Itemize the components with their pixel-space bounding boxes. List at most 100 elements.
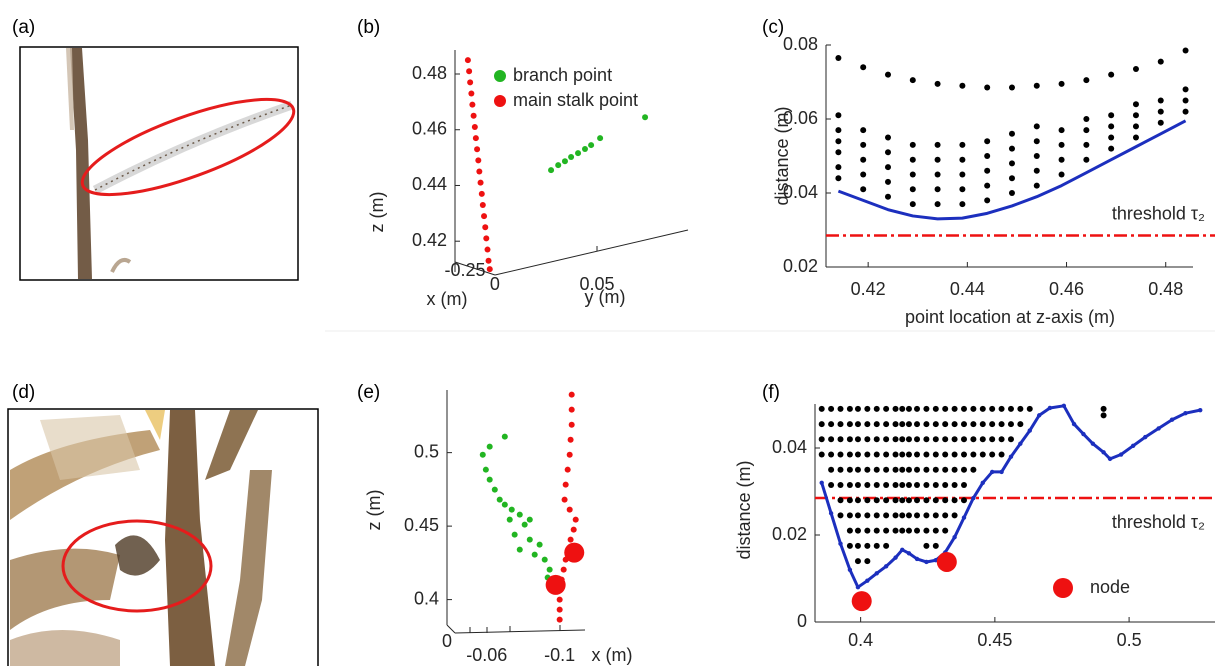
point bbox=[1083, 127, 1090, 134]
point bbox=[914, 405, 921, 412]
point bbox=[942, 451, 949, 458]
point bbox=[854, 421, 861, 428]
point bbox=[892, 421, 899, 428]
point bbox=[597, 135, 604, 142]
point bbox=[1007, 405, 1014, 412]
point bbox=[905, 466, 912, 473]
point bbox=[486, 443, 493, 450]
point bbox=[970, 405, 977, 412]
point bbox=[923, 421, 930, 428]
point bbox=[568, 421, 575, 428]
point bbox=[481, 213, 488, 220]
point bbox=[1007, 421, 1014, 428]
point bbox=[1058, 80, 1065, 87]
legend-marker bbox=[494, 95, 506, 107]
depth-tick-label: -0.25 bbox=[444, 260, 485, 280]
y-axis-label: z (m) bbox=[367, 192, 387, 233]
point bbox=[491, 486, 498, 493]
line-marker bbox=[1027, 428, 1032, 433]
line-marker bbox=[1018, 441, 1023, 446]
point bbox=[942, 481, 949, 488]
line-marker bbox=[838, 541, 843, 546]
point bbox=[909, 186, 916, 193]
point bbox=[556, 596, 563, 603]
y-tick-label: 0.45 bbox=[404, 515, 439, 535]
point bbox=[959, 171, 966, 178]
line-marker bbox=[906, 551, 912, 556]
point bbox=[979, 436, 986, 443]
point bbox=[909, 77, 916, 84]
point bbox=[932, 542, 939, 549]
point bbox=[846, 405, 853, 412]
point bbox=[989, 421, 996, 428]
point bbox=[478, 190, 485, 197]
point bbox=[1132, 112, 1139, 119]
point bbox=[942, 512, 949, 519]
point bbox=[873, 542, 880, 549]
point bbox=[846, 497, 853, 504]
point bbox=[472, 135, 479, 142]
point bbox=[970, 421, 977, 428]
y-tick-label: 0.08 bbox=[783, 34, 818, 54]
line-marker bbox=[883, 564, 889, 569]
point bbox=[951, 466, 958, 473]
point bbox=[835, 112, 842, 119]
point bbox=[548, 167, 555, 174]
point bbox=[1083, 141, 1090, 148]
point bbox=[892, 527, 899, 534]
point bbox=[846, 466, 853, 473]
point bbox=[989, 405, 996, 412]
point bbox=[932, 421, 939, 428]
y-tick-label: 0.02 bbox=[783, 256, 818, 276]
point bbox=[914, 466, 921, 473]
point bbox=[486, 476, 493, 483]
point bbox=[501, 501, 508, 508]
y-tick-label: 0.04 bbox=[783, 182, 818, 202]
point bbox=[846, 481, 853, 488]
point bbox=[864, 421, 871, 428]
point bbox=[905, 527, 912, 534]
point bbox=[959, 201, 966, 208]
point bbox=[1108, 71, 1115, 78]
x-tick-label: -0.06 bbox=[466, 645, 507, 665]
axes-floor bbox=[454, 229, 689, 276]
point bbox=[1058, 156, 1065, 163]
point bbox=[471, 123, 478, 130]
point bbox=[934, 80, 941, 87]
line-marker bbox=[900, 547, 905, 552]
point bbox=[884, 149, 891, 156]
point bbox=[860, 64, 867, 71]
point bbox=[899, 421, 906, 428]
point bbox=[873, 405, 880, 412]
point bbox=[914, 421, 921, 428]
line-marker bbox=[847, 567, 853, 572]
node bbox=[936, 551, 957, 572]
x-tick-label: 0.44 bbox=[950, 279, 985, 299]
point bbox=[883, 451, 890, 458]
point bbox=[884, 71, 891, 78]
y-tick-label: 0.5 bbox=[414, 441, 439, 461]
panel-label: (d) bbox=[12, 382, 35, 403]
point bbox=[464, 57, 471, 64]
point bbox=[837, 405, 844, 412]
point bbox=[854, 451, 861, 458]
panel-label: (a) bbox=[12, 17, 35, 38]
point bbox=[883, 466, 890, 473]
point bbox=[854, 466, 861, 473]
panel-label: (f) bbox=[762, 382, 780, 403]
point bbox=[508, 506, 515, 513]
point bbox=[979, 405, 986, 412]
point bbox=[873, 497, 880, 504]
point bbox=[942, 421, 949, 428]
point bbox=[1182, 86, 1189, 93]
point bbox=[979, 451, 986, 458]
point bbox=[854, 542, 861, 549]
point bbox=[892, 405, 899, 412]
point bbox=[951, 421, 958, 428]
legend-label: branch point bbox=[513, 65, 612, 85]
point bbox=[905, 481, 912, 488]
point bbox=[483, 235, 490, 242]
point bbox=[1157, 97, 1164, 104]
point bbox=[873, 466, 880, 473]
point bbox=[828, 451, 835, 458]
